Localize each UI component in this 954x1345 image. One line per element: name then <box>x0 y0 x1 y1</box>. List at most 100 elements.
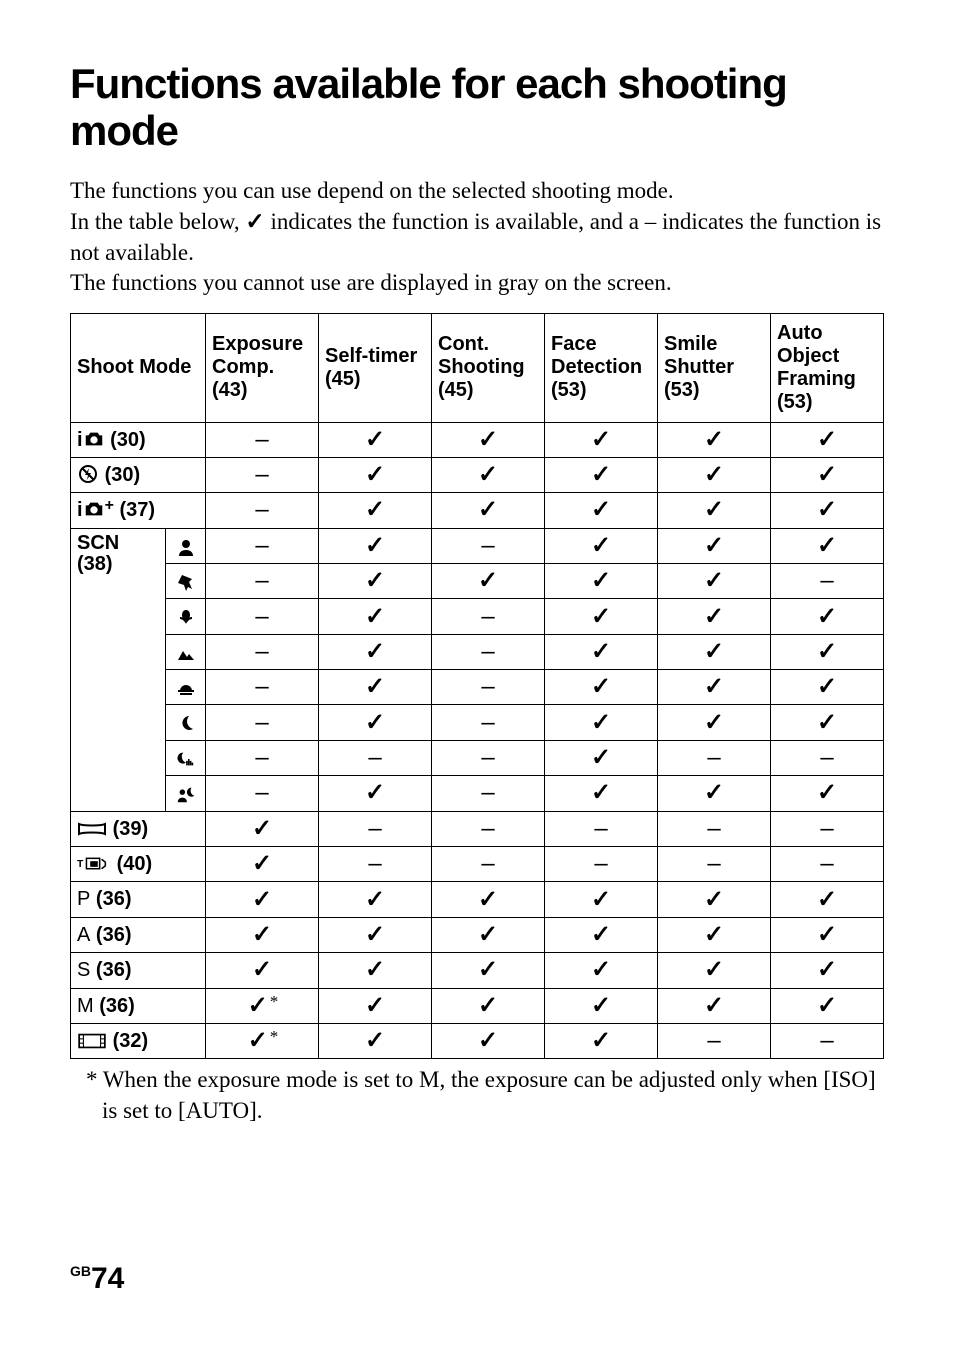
intro-line-2: In the table below, ✓ indicates the func… <box>70 206 884 268</box>
footer-gb: GB <box>70 1263 91 1279</box>
table-row: S (36) ✓ ✓ ✓ ✓ ✓ ✓ <box>71 953 884 988</box>
cell: ✓ <box>432 564 545 599</box>
cell: ✓ <box>658 670 771 705</box>
col-exposure-comp: Exposure Comp. (43) <box>206 313 319 422</box>
cell: – <box>771 811 884 846</box>
table-row: T (40) ✓ – – – – – <box>71 846 884 881</box>
cell: ✓ <box>658 953 771 988</box>
cell: ✓ <box>545 882 658 917</box>
table-row: – – – ✓ – – <box>71 740 884 775</box>
cell: ✓ <box>771 776 884 811</box>
cell: ✓ <box>771 493 884 528</box>
table-row: P (36) ✓ ✓ ✓ ✓ ✓ ✓ <box>71 882 884 917</box>
col-face-detection: Face Detection (53) <box>545 313 658 422</box>
footnote: * When the exposure mode is set to M, th… <box>70 1065 884 1126</box>
mode-p: P (36) <box>71 882 206 917</box>
col-auto-framing: Auto Object Framing (53) <box>771 313 884 422</box>
cell: ✓ <box>206 1023 319 1058</box>
cell: – <box>432 634 545 669</box>
cell: – <box>545 811 658 846</box>
cell: – <box>545 846 658 881</box>
cell: ✓ <box>432 988 545 1023</box>
cell: ✓ <box>771 599 884 634</box>
cell: – <box>658 811 771 846</box>
cell: – <box>319 811 432 846</box>
cell: ✓ <box>319 988 432 1023</box>
cell: ✓ <box>432 917 545 952</box>
cell: ✓ <box>319 953 432 988</box>
cell: ✓ <box>206 846 319 881</box>
scn-portrait-icon <box>166 528 206 563</box>
table-row: – ✓ ✓ ✓ ✓ – <box>71 564 884 599</box>
table-row: – ✓ – ✓ ✓ ✓ <box>71 634 884 669</box>
cell: ✓ <box>771 528 884 563</box>
table-row: i+ (37) – ✓ ✓ ✓ ✓ ✓ <box>71 493 884 528</box>
table-row: SCN(38) – ✓ – ✓ ✓ ✓ <box>71 528 884 563</box>
panorama-icon <box>77 819 107 839</box>
cell: – <box>206 528 319 563</box>
cell: ✓ <box>771 988 884 1023</box>
cell: ✓ <box>658 988 771 1023</box>
cell: ✓ <box>658 564 771 599</box>
cell: ✓ <box>545 917 658 952</box>
cell: – <box>771 846 884 881</box>
mode-superior-auto: i+ (37) <box>71 493 206 528</box>
table-row: – ✓ – ✓ ✓ ✓ <box>71 776 884 811</box>
table-row: M (36) ✓ ✓ ✓ ✓ ✓ ✓ <box>71 988 884 1023</box>
cell: ✓ <box>206 882 319 917</box>
cell: ✓ <box>319 917 432 952</box>
cell: – <box>658 740 771 775</box>
mode-m: M (36) <box>71 988 206 1023</box>
movie-icon <box>77 1031 107 1051</box>
cell: ✓ <box>206 811 319 846</box>
cell: ✓ <box>658 493 771 528</box>
mode-intelligent-auto: i (30) <box>71 422 206 457</box>
cell: – <box>432 599 545 634</box>
cell: – <box>432 846 545 881</box>
cell: – <box>432 528 545 563</box>
table-row: (39) ✓ – – – – – <box>71 811 884 846</box>
cell: ✓ <box>658 422 771 457</box>
cell: ✓ <box>771 953 884 988</box>
cell: ✓ <box>319 705 432 740</box>
footer-page-number: 74 <box>91 1262 124 1295</box>
cell: ✓ <box>206 917 319 952</box>
cell: – <box>206 705 319 740</box>
cell: ✓ <box>658 599 771 634</box>
cell: ✓ <box>771 634 884 669</box>
table-row: – ✓ – ✓ ✓ ✓ <box>71 599 884 634</box>
cell: ✓ <box>771 882 884 917</box>
cell: ✓ <box>771 705 884 740</box>
cell: ✓ <box>658 457 771 492</box>
cell: ✓ <box>319 493 432 528</box>
cell: – <box>206 776 319 811</box>
cell: ✓ <box>771 422 884 457</box>
cell: ✓ <box>658 882 771 917</box>
col-shoot-mode: Shoot Mode <box>71 313 206 422</box>
mode-tele-zoom-cont: T (40) <box>71 846 206 881</box>
cell: – <box>206 493 319 528</box>
col-cont-shooting: Cont. Shooting (45) <box>432 313 545 422</box>
cell: ✓ <box>206 988 319 1023</box>
cell: ✓ <box>319 670 432 705</box>
cell: ✓ <box>658 705 771 740</box>
cell: ✓ <box>545 776 658 811</box>
table-row: (30) – ✓ ✓ ✓ ✓ ✓ <box>71 457 884 492</box>
flash-off-icon <box>77 464 99 484</box>
scn-macro-icon <box>166 599 206 634</box>
cell: ✓ <box>545 1023 658 1058</box>
cell: – <box>432 670 545 705</box>
scn-night-scene-icon <box>166 705 206 740</box>
intro-line-1: The functions you can use depend on the … <box>70 176 884 206</box>
cell: – <box>432 811 545 846</box>
cell: ✓ <box>658 634 771 669</box>
cell: ✓ <box>319 776 432 811</box>
scn-sunset-icon <box>166 670 206 705</box>
col-smile-shutter: Smile Shutter (53) <box>658 313 771 422</box>
cell: ✓ <box>319 882 432 917</box>
cell: ✓ <box>545 528 658 563</box>
table-row: – ✓ – ✓ ✓ ✓ <box>71 670 884 705</box>
cell: – <box>206 740 319 775</box>
cell: – <box>206 599 319 634</box>
cell: – <box>432 776 545 811</box>
